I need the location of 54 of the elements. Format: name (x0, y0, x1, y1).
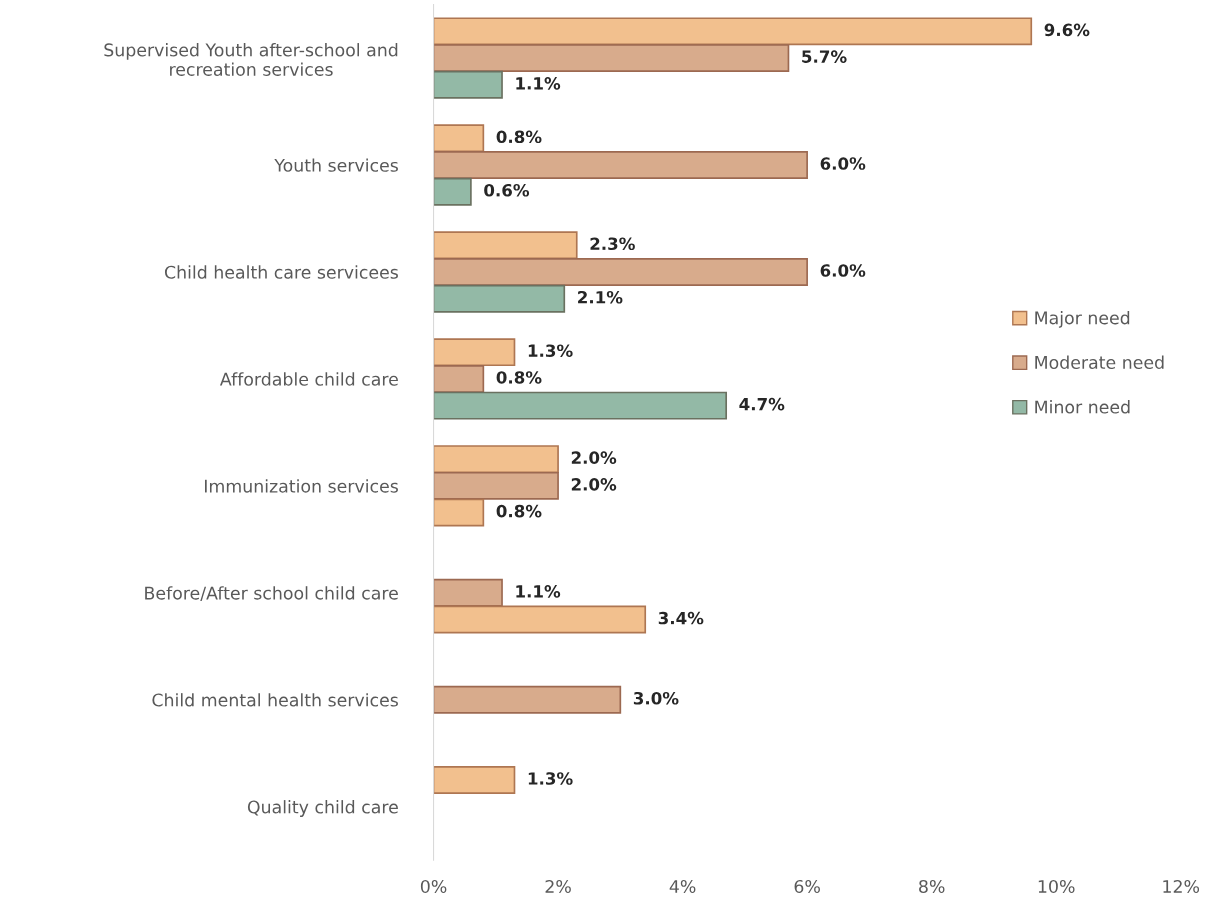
data-label: 2.0% (571, 451, 617, 464)
bar (433, 766, 516, 794)
y-tick-label: Child mental health services (152, 693, 398, 707)
x-tick-label: 4% (669, 879, 696, 894)
data-label: 2.0% (571, 478, 617, 491)
bar (433, 471, 559, 500)
data-label: 0.6% (484, 183, 530, 197)
y-tick-label: Affordable child care (219, 372, 398, 386)
y-tick-label: Supervised Youth after-school and recreation services (104, 43, 398, 76)
x-tick-label: 8% (919, 879, 945, 894)
bar (433, 177, 472, 206)
data-label: 0.8% (496, 504, 542, 518)
bar (433, 151, 808, 179)
data-label: 4.7% (739, 397, 785, 411)
legend-label: Minor need (1035, 400, 1130, 414)
legend-label: Major need (1035, 310, 1130, 328)
y-tick-label: Quality child care (247, 800, 398, 817)
bar (433, 284, 566, 313)
y-tick-label: Before/After school child care (145, 586, 398, 602)
data-label: 1.3% (528, 344, 573, 357)
bar (433, 445, 559, 474)
bar (433, 44, 790, 72)
data-label: 2.3% (590, 237, 635, 251)
y-tick-label: Child health care servicees (164, 265, 398, 279)
data-label: 3.4% (658, 611, 704, 625)
legend-label: Moderate need (1035, 355, 1164, 369)
data-label: 9.6% (1044, 23, 1090, 37)
x-tick-label: 0% (420, 879, 447, 894)
bar (433, 258, 808, 286)
y-tick-label: Youth services (274, 158, 398, 172)
x-tick-label: 6% (794, 879, 820, 894)
data-label: 3.0% (633, 691, 679, 705)
bar (433, 364, 485, 393)
data-label: 6.0% (820, 264, 866, 277)
data-label: 5.7% (802, 50, 847, 63)
data-label: 1.1% (516, 585, 561, 598)
data-label: 1.3% (528, 772, 573, 785)
bar (433, 17, 1033, 46)
bar (433, 685, 622, 714)
bar (433, 391, 728, 420)
data-label: 6.0% (820, 157, 866, 170)
data-label: 2.1% (578, 290, 623, 304)
bar (433, 338, 516, 367)
x-tick-label: 12% (1163, 879, 1200, 894)
x-tick-label: 10% (1038, 879, 1075, 894)
bar (433, 578, 503, 607)
data-label: 1.1% (516, 77, 561, 90)
bar (433, 231, 578, 260)
data-label: 0.8% (496, 371, 542, 384)
data-label: 0.8% (496, 130, 542, 144)
bar (433, 70, 503, 99)
y-tick-label: Immunization services (204, 479, 398, 493)
x-tick-label: 2% (545, 879, 571, 894)
bar (433, 124, 485, 153)
